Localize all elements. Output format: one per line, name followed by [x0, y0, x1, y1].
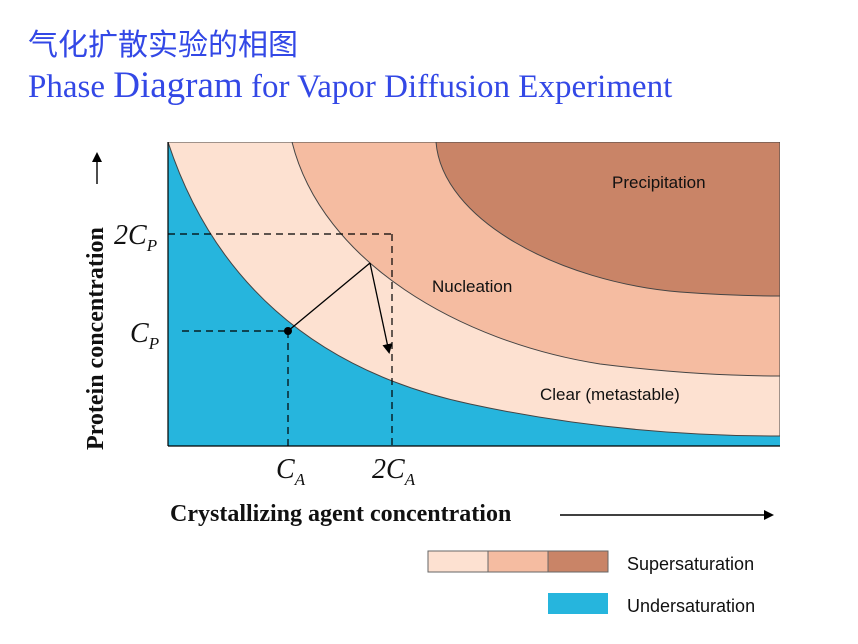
path-segment-2: [369, 262, 393, 354]
nucleation-label: Nucleation: [432, 277, 512, 296]
title-english-part2: Diagram: [113, 65, 243, 106]
legend-swatch-nucleation: [487, 550, 549, 573]
x-axis-label: Crystallizing agent concentration: [170, 501, 511, 527]
precipitation-region: [435, 142, 780, 297]
legend-swatch-precipitation: [547, 550, 609, 573]
path-segment-1: [287, 262, 371, 332]
clear-label: Clear (metastable): [540, 385, 680, 404]
x-tick-ca: CA: [276, 454, 306, 489]
precipitation-label: Precipitation: [612, 173, 706, 192]
phase-regions: [168, 142, 780, 446]
title-english-part1: Phase: [28, 69, 114, 105]
legend-supersaturation-label: Supersaturation: [627, 554, 754, 574]
title-english-part3: for Vapor Diffusion Experiment: [242, 69, 673, 105]
title-english: Phase Diagram for Vapor Diffusion Experi…: [28, 64, 672, 107]
legend-swatch-clear: [427, 550, 489, 573]
y-tick-cp: CP: [130, 318, 159, 353]
legend-swatch-undersaturation: [548, 593, 608, 614]
title-chinese: 气化扩散实验的相图: [28, 28, 298, 63]
y-tick-2cp: 2CP: [114, 220, 157, 255]
x-tick-2ca: 2CA: [372, 454, 416, 489]
legend-undersaturation-label: Undersaturation: [627, 596, 755, 616]
start-point: [284, 327, 292, 335]
y-axis-label: Protein concentration: [83, 227, 109, 450]
legend: Supersaturation Undersaturation: [427, 550, 755, 616]
guide-lines: [168, 233, 393, 446]
